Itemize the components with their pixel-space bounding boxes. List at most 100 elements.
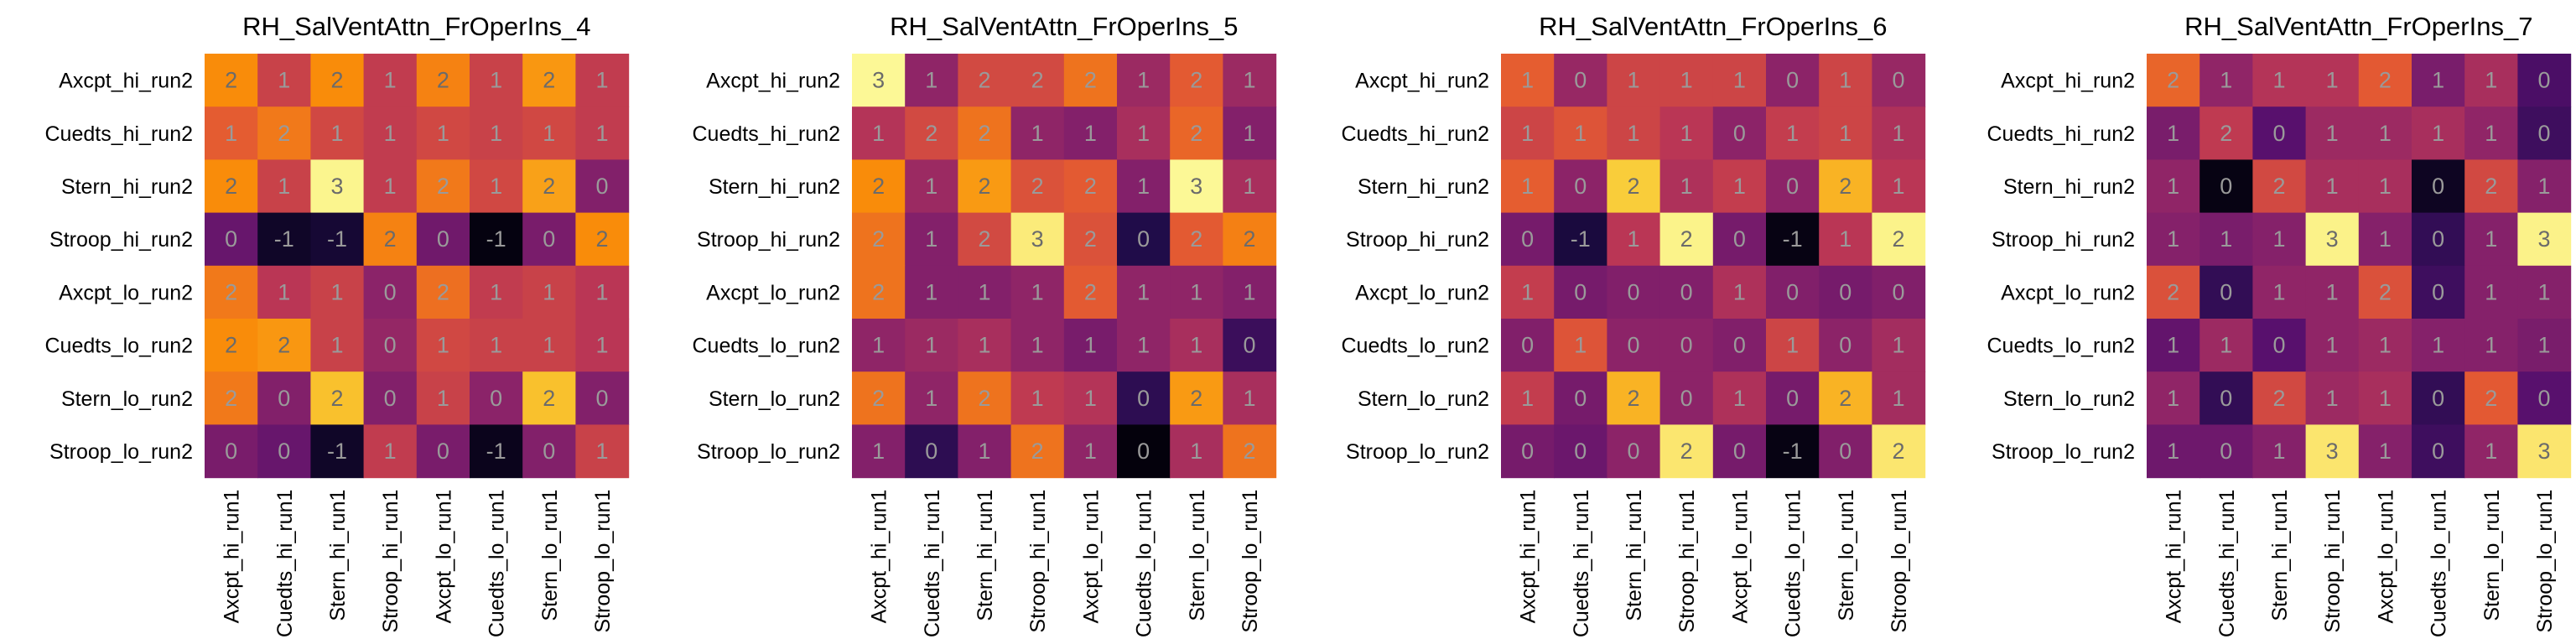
- heatmap-cell: [1501, 54, 1555, 107]
- heatmap-cell: [363, 54, 418, 107]
- heatmap-cell: [363, 106, 418, 160]
- heatmap-cell: [2252, 371, 2307, 425]
- cell-value-label: 1: [437, 121, 449, 146]
- heatmap-cell: [1819, 265, 1872, 319]
- x-tick-label: Axcpt_hi_run1: [221, 490, 244, 624]
- heatmap-cell: [958, 265, 1012, 319]
- heatmap-cell: [257, 159, 311, 214]
- cell-value-label: 1: [1680, 68, 1693, 93]
- heatmap-cell: [1223, 319, 1277, 372]
- cell-value-label: 1: [2432, 121, 2444, 146]
- cell-value-label: 1: [872, 121, 885, 146]
- heatmap-cell: [1712, 319, 1767, 372]
- heatmap-cell: [958, 106, 1012, 160]
- panel-title: RH_SalVentAttn_FrOperIns_4: [242, 12, 590, 41]
- heatmap-cell: [257, 319, 311, 372]
- heatmap-cell: [470, 371, 523, 425]
- y-tick-label: Stroop_lo_run2: [1992, 440, 2135, 464]
- y-tick-label: Stroop_lo_run2: [1346, 440, 1489, 464]
- y-tick-label: Axcpt_hi_run2: [2001, 70, 2135, 93]
- heatmap-cell: [2464, 319, 2518, 372]
- heatmap-cell: [1170, 265, 1223, 319]
- heatmap-cell: [1063, 54, 1118, 107]
- cell-value-label: 0: [1892, 68, 1904, 93]
- cell-value-label: 1: [2167, 333, 2179, 358]
- cell-value-label: 1: [1243, 68, 1255, 93]
- heatmap-cell: [1819, 319, 1872, 372]
- heatmap-cell: [2147, 424, 2200, 479]
- cell-value-label: 0: [278, 386, 290, 411]
- heatmap-cell: [2305, 424, 2360, 479]
- heatmap-cell: [852, 159, 906, 214]
- cell-value-label: 0: [225, 226, 237, 252]
- cell-value-label: 0: [2220, 279, 2232, 304]
- cell-value-label: 0: [1680, 386, 1693, 411]
- heatmap-cell: [1554, 54, 1607, 107]
- x-tick-label: Cuedts_hi_run1: [273, 490, 297, 638]
- y-tick-label: Cuedts_lo_run2: [1987, 335, 2135, 358]
- cell-value-label: 3: [1031, 226, 1044, 252]
- heatmap-cell: [470, 424, 523, 479]
- heatmap-cell: [1819, 54, 1872, 107]
- heatmap-cell: [852, 424, 906, 479]
- heatmap-cell: [2147, 319, 2200, 372]
- heatmap-cell: [1010, 319, 1065, 372]
- heatmap-cell: [1712, 212, 1767, 267]
- cell-value-label: 0: [1680, 279, 1693, 304]
- heatmap-cell: [1554, 265, 1607, 319]
- heatmap-cell: [2358, 212, 2412, 267]
- cell-value-label: 1: [1627, 121, 1639, 146]
- cell-value-label: 2: [437, 68, 449, 93]
- cell-value-label: 1: [2167, 174, 2179, 199]
- cell-value-label: 0: [2432, 226, 2444, 252]
- cell-value-label: -1: [327, 439, 347, 464]
- heatmap-cell: [2252, 54, 2307, 107]
- cell-value-label: 0: [1574, 386, 1587, 411]
- heatmap-cell: [416, 319, 470, 372]
- heatmap-cell: [2517, 54, 2572, 107]
- cell-value-label: 3: [872, 68, 885, 93]
- x-tick-label: Axcpt_lo_run1: [1728, 490, 1752, 624]
- y-tick-label: Cuedts_hi_run2: [692, 122, 840, 146]
- heatmap-cell: [2147, 265, 2200, 319]
- cell-value-label: 2: [225, 333, 237, 358]
- heatmap-cell: [2199, 371, 2253, 425]
- cell-value-label: 1: [2326, 174, 2339, 199]
- heatmap-cell: [1607, 265, 1661, 319]
- cell-value-label: 0: [1574, 174, 1587, 199]
- cell-value-label: 1: [1733, 386, 1746, 411]
- heatmap-cell: [905, 212, 958, 267]
- heatmap-cell: [2517, 212, 2572, 267]
- heatmap-cell: [2305, 371, 2360, 425]
- cell-value-label: 1: [2379, 121, 2392, 146]
- heatmap-cell: [905, 424, 958, 479]
- heatmap-cell: [2464, 371, 2518, 425]
- heatmap-cell: [2517, 265, 2572, 319]
- cell-value-label: 2: [595, 226, 608, 252]
- cell-value-label: 1: [1084, 386, 1097, 411]
- cell-value-label: 2: [1892, 226, 1904, 252]
- cell-value-label: 1: [1137, 174, 1150, 199]
- x-tick-label: Cuedts_lo_run1: [486, 490, 509, 638]
- heatmap-cell: [1010, 371, 1065, 425]
- heatmap-cell: [1063, 424, 1118, 479]
- heatmap-panel-2: RH_SalVentAttn_FrOperIns_5 3 1 2 2 2 1 2 1 1 2 2 1 1 1…: [692, 12, 1277, 637]
- cell-value-label: 2: [872, 279, 885, 304]
- cell-value-label: 2: [872, 174, 885, 199]
- heatmap-cell: [852, 54, 906, 107]
- heatmap-cell: [1659, 212, 1714, 267]
- cell-value-label: 3: [330, 174, 343, 199]
- heatmap-cell: [1766, 319, 1820, 372]
- cell-value-label: 2: [384, 226, 397, 252]
- cell-value-label: 1: [595, 333, 608, 358]
- x-tick-label: Stroop_lo_run1: [1239, 490, 1262, 633]
- cell-value-label: 0: [278, 439, 290, 464]
- cell-value-label: 2: [2272, 386, 2285, 411]
- y-tick-label: Stern_hi_run2: [61, 175, 193, 199]
- x-tick-label: Stroop_hi_run1: [2321, 490, 2345, 633]
- y-tick-label: Axcpt_hi_run2: [59, 70, 193, 93]
- x-tick-label: Stern_lo_run1: [1835, 490, 1858, 621]
- cell-value-label: 0: [384, 279, 397, 304]
- x-tick-label: Stroop_hi_run1: [379, 490, 402, 633]
- cell-value-label: 0: [2537, 68, 2550, 93]
